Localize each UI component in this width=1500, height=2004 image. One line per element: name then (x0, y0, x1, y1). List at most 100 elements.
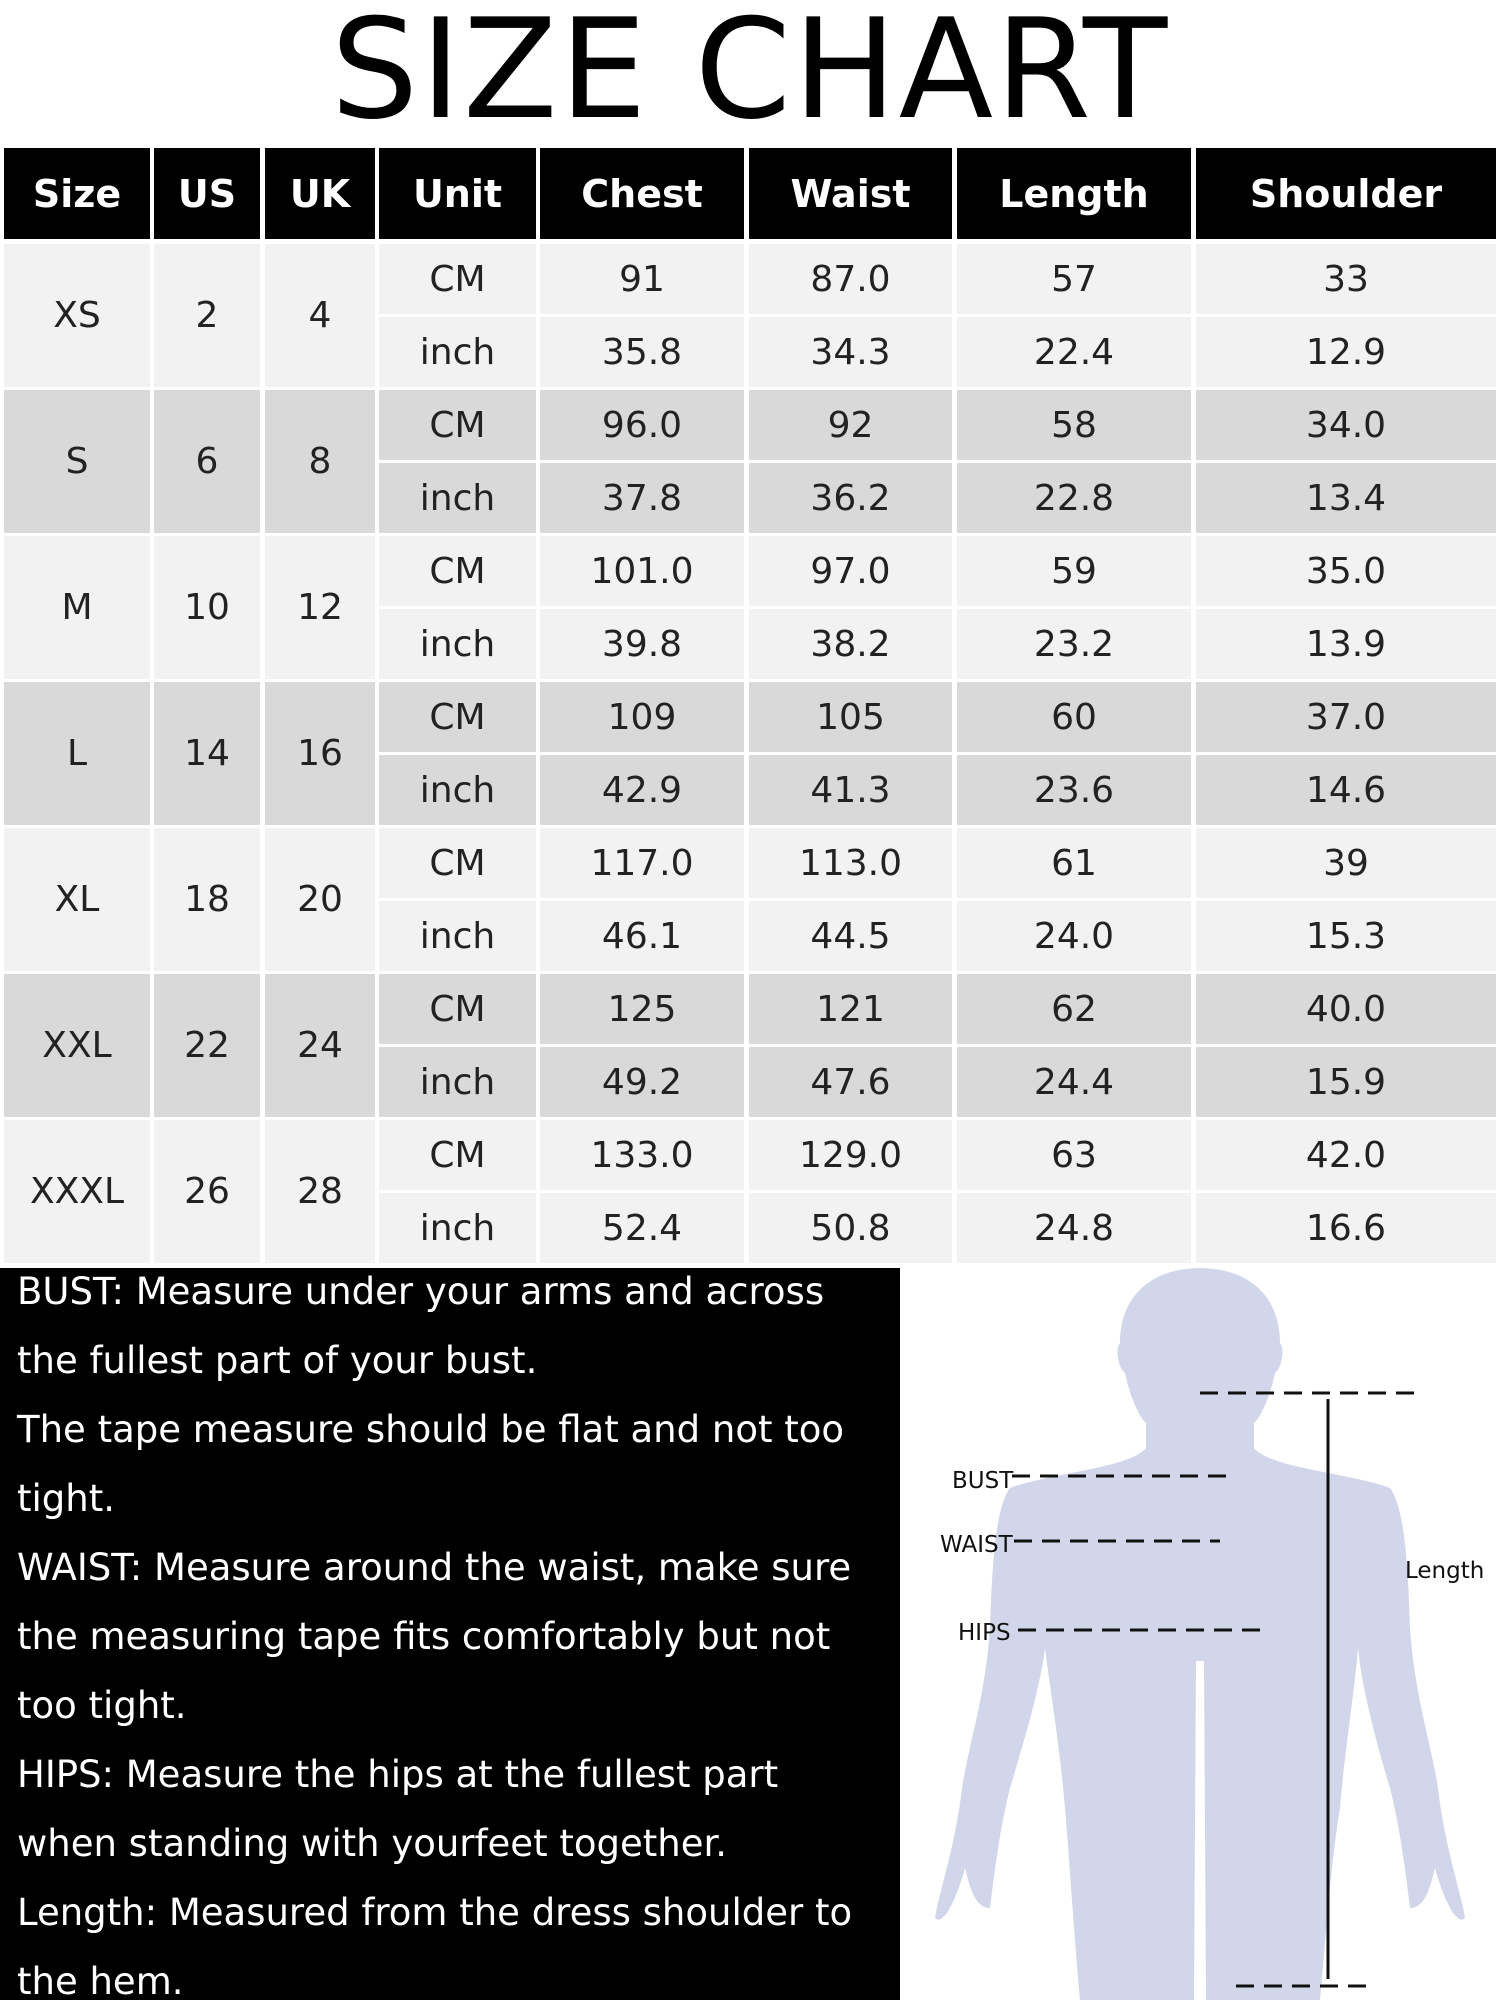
header-uk: UK (265, 148, 375, 239)
measurement-cell: 24.4 (957, 1047, 1191, 1117)
header-us: US (154, 148, 260, 239)
silhouette-icon (935, 1268, 1465, 2000)
unit-cell: CM (379, 244, 536, 314)
measurement-cell: 39.8 (540, 609, 744, 679)
measurement-cell: 105 (749, 682, 952, 752)
measurement-cell: 41.3 (749, 755, 952, 825)
measurement-cell: 13.4 (1196, 463, 1496, 533)
page-title: SIZE CHART (330, 0, 1170, 150)
measurement-cell: 133.0 (540, 1120, 744, 1190)
header-shoulder: Shoulder (1196, 148, 1496, 239)
measurement-cell: 33 (1196, 244, 1496, 314)
us-size-cell: 18 (154, 828, 260, 971)
measurement-cell: 57 (957, 244, 1191, 314)
note-line: BUST: Measure under your arms and across (17, 1270, 825, 1313)
unit-cell: inch (379, 755, 536, 825)
measurement-cell: 36.2 (749, 463, 952, 533)
uk-size-cell: 20 (265, 828, 375, 971)
unit-cell: inch (379, 1193, 536, 1263)
size-cell: XXL (4, 974, 150, 1117)
measurement-cell: 14.6 (1196, 755, 1496, 825)
measurement-cell: 22.4 (957, 317, 1191, 387)
measurement-cell: 15.9 (1196, 1047, 1496, 1117)
measurement-cell: 121 (749, 974, 952, 1044)
unit-cell: inch (379, 317, 536, 387)
size-cell: XS (4, 244, 150, 387)
measurement-cell: 59 (957, 536, 1191, 606)
note-line: too tight. (17, 1684, 187, 1727)
measurement-cell: 38.2 (749, 609, 952, 679)
measurement-cell: 23.2 (957, 609, 1191, 679)
uk-size-cell: 16 (265, 682, 375, 825)
note-line: Length: Measured from the dress shoulder… (17, 1891, 853, 1934)
note-line: HIPS: Measure the hips at the fullest pa… (17, 1753, 779, 1796)
measurement-cell: 42.0 (1196, 1120, 1496, 1190)
us-size-cell: 26 (154, 1120, 260, 1263)
uk-size-cell: 12 (265, 536, 375, 679)
unit-cell: CM (379, 390, 536, 460)
body-measurement-figure: BUST WAIST HIPS Length (900, 1268, 1500, 2000)
uk-size-cell: 28 (265, 1120, 375, 1263)
size-cell: M (4, 536, 150, 679)
measurement-cell: 97.0 (749, 536, 952, 606)
size-cell: XL (4, 828, 150, 971)
measurement-cell: 16.6 (1196, 1193, 1496, 1263)
measurement-cell: 117.0 (540, 828, 744, 898)
header-chest: Chest (540, 148, 744, 239)
measurement-cell: 91 (540, 244, 744, 314)
unit-cell: inch (379, 1047, 536, 1117)
unit-cell: inch (379, 901, 536, 971)
unit-cell: CM (379, 828, 536, 898)
measurement-cell: 47.6 (749, 1047, 952, 1117)
us-size-cell: 6 (154, 390, 260, 533)
measurement-cell: 34.3 (749, 317, 952, 387)
measurement-cell: 113.0 (749, 828, 952, 898)
note-line: The tape measure should be flat and not … (17, 1408, 845, 1451)
note-line: the hem. (17, 1960, 184, 2003)
header-unit: Unit (379, 148, 536, 239)
measurement-cell: 60 (957, 682, 1191, 752)
measurement-cell: 13.9 (1196, 609, 1496, 679)
measurement-cell: 50.8 (749, 1193, 952, 1263)
note-line: WAIST: Measure around the waist, make su… (17, 1546, 852, 1589)
measurement-cell: 92 (749, 390, 952, 460)
measurement-cell: 101.0 (540, 536, 744, 606)
measurement-cell: 61 (957, 828, 1191, 898)
uk-size-cell: 8 (265, 390, 375, 533)
measurement-cell: 63 (957, 1120, 1191, 1190)
measurement-cell: 49.2 (540, 1047, 744, 1117)
note-line: the fullest part of your bust. (17, 1339, 538, 1382)
measurement-cell: 23.6 (957, 755, 1191, 825)
measurement-cell: 58 (957, 390, 1191, 460)
measurement-cell: 22.8 (957, 463, 1191, 533)
hips-label: HIPS (958, 1620, 1011, 1646)
waist-label: WAIST (940, 1532, 1013, 1558)
length-label: Length (1405, 1558, 1485, 1584)
uk-size-cell: 4 (265, 244, 375, 387)
unit-cell: CM (379, 1120, 536, 1190)
bust-label: BUST (952, 1468, 1014, 1494)
measurement-cell: 125 (540, 974, 744, 1044)
measurement-cell: 24.8 (957, 1193, 1191, 1263)
size-cell: XXXL (4, 1120, 150, 1263)
measurement-cell: 129.0 (749, 1120, 952, 1190)
measurement-cell: 37.8 (540, 463, 744, 533)
us-size-cell: 2 (154, 244, 260, 387)
unit-cell: CM (379, 682, 536, 752)
header-length: Length (957, 148, 1191, 239)
note-line: when standing with yourfeet together. (17, 1822, 728, 1865)
unit-cell: CM (379, 974, 536, 1044)
measurement-cell: 35.8 (540, 317, 744, 387)
measurement-cell: 87.0 (749, 244, 952, 314)
measurement-cell: 96.0 (540, 390, 744, 460)
measurement-cell: 15.3 (1196, 901, 1496, 971)
measurement-cell: 34.0 (1196, 390, 1496, 460)
measurement-notes: BUST: Measure under your arms and across… (0, 1268, 900, 2003)
header-waist: Waist (749, 148, 952, 239)
unit-cell: inch (379, 463, 536, 533)
measurement-cell: 52.4 (540, 1193, 744, 1263)
size-cell: L (4, 682, 150, 825)
note-line: tight. (17, 1477, 115, 1520)
measurement-cell: 35.0 (1196, 536, 1496, 606)
header-size: Size (4, 148, 150, 239)
